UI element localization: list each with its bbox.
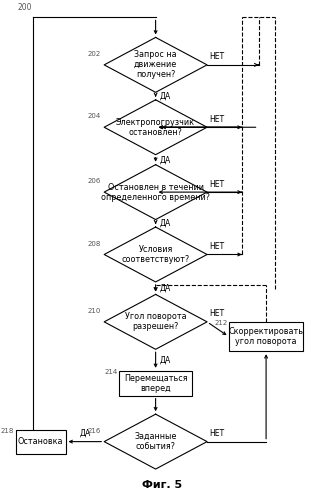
Text: Скорректировать
угол поворота: Скорректировать угол поворота xyxy=(228,327,304,346)
Text: ДА: ДА xyxy=(159,355,171,365)
Text: ДА: ДА xyxy=(159,91,171,101)
Text: НЕТ: НЕТ xyxy=(209,180,225,189)
Text: 216: 216 xyxy=(88,428,101,434)
Bar xyxy=(16,430,66,454)
Text: 212: 212 xyxy=(214,320,228,326)
Text: ДА: ДА xyxy=(79,429,90,438)
Text: НЕТ: НЕТ xyxy=(209,115,225,124)
Text: Запрос на
движение
получен?: Запрос на движение получен? xyxy=(134,50,177,79)
Text: 214: 214 xyxy=(105,369,118,375)
Text: НЕТ: НЕТ xyxy=(209,429,225,438)
Text: 210: 210 xyxy=(88,308,101,314)
Bar xyxy=(229,322,303,351)
Text: НЕТ: НЕТ xyxy=(209,52,225,61)
Text: ДА: ДА xyxy=(159,155,171,164)
Text: 204: 204 xyxy=(88,113,101,119)
Text: Условия
соответствуют?: Условия соответствуют? xyxy=(121,245,190,264)
Text: Электропогрузчик
остановлен?: Электропогрузчик остановлен? xyxy=(116,118,195,137)
Text: 200: 200 xyxy=(17,3,32,12)
Text: НЕТ: НЕТ xyxy=(209,309,225,318)
Text: 206: 206 xyxy=(88,178,101,184)
Text: Перемещаться
вперед: Перемещаться вперед xyxy=(124,374,187,393)
Text: ДА: ДА xyxy=(159,219,171,228)
Text: НЕТ: НЕТ xyxy=(209,242,225,251)
Text: 208: 208 xyxy=(88,241,101,247)
Text: 202: 202 xyxy=(88,51,101,57)
Text: Остановка: Остановка xyxy=(18,437,63,446)
Text: Заданные
события?: Заданные события? xyxy=(134,432,177,451)
Text: ДА: ДА xyxy=(159,283,171,293)
Text: Остановлен в течении
определенного времени?: Остановлен в течении определенного време… xyxy=(101,183,210,202)
Text: Угол поворота
разрешен?: Угол поворота разрешен? xyxy=(125,312,187,331)
Text: 218: 218 xyxy=(1,428,14,434)
Bar xyxy=(119,371,192,396)
Text: Фиг. 5: Фиг. 5 xyxy=(141,480,182,490)
